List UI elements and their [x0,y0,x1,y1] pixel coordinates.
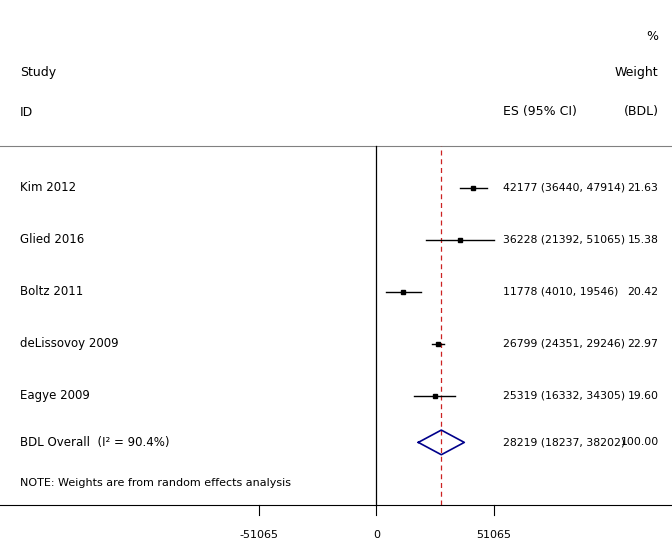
Bar [0,0,672,146]
Text: 22.97: 22.97 [628,339,659,349]
Text: 28219 (18237, 38202): 28219 (18237, 38202) [503,437,625,447]
Text: -51065: -51065 [239,530,278,540]
Text: Glied 2016: Glied 2016 [20,233,85,246]
Text: 19.60: 19.60 [628,391,659,401]
Text: NOTE: Weights are from random effects analysis: NOTE: Weights are from random effects an… [20,478,291,488]
Text: 51065: 51065 [476,530,511,540]
Text: 20.42: 20.42 [628,287,659,297]
Text: Study: Study [20,66,56,80]
Text: Boltz 2011: Boltz 2011 [20,285,83,298]
Text: ES (95% CI): ES (95% CI) [503,105,577,119]
Text: ID: ID [20,105,34,119]
Text: 42177 (36440, 47914): 42177 (36440, 47914) [503,183,625,193]
Text: Kim 2012: Kim 2012 [20,181,77,194]
Text: %: % [646,30,659,43]
Text: BDL Overall  (I² = 90.4%): BDL Overall (I² = 90.4%) [20,436,169,449]
Text: 100.00: 100.00 [620,437,659,447]
Text: (BDL): (BDL) [624,105,659,119]
Text: 25319 (16332, 34305): 25319 (16332, 34305) [503,391,625,401]
Text: 36228 (21392, 51065): 36228 (21392, 51065) [503,235,625,245]
Text: 0: 0 [373,530,380,540]
Text: Weight: Weight [615,66,659,80]
Text: Eagye 2009: Eagye 2009 [20,389,90,403]
Text: 15.38: 15.38 [628,235,659,245]
Text: 26799 (24351, 29246): 26799 (24351, 29246) [503,339,625,349]
Text: 21.63: 21.63 [628,183,659,193]
Text: deLissovoy 2009: deLissovoy 2009 [20,337,119,351]
Text: 11778 (4010, 19546): 11778 (4010, 19546) [503,287,618,297]
